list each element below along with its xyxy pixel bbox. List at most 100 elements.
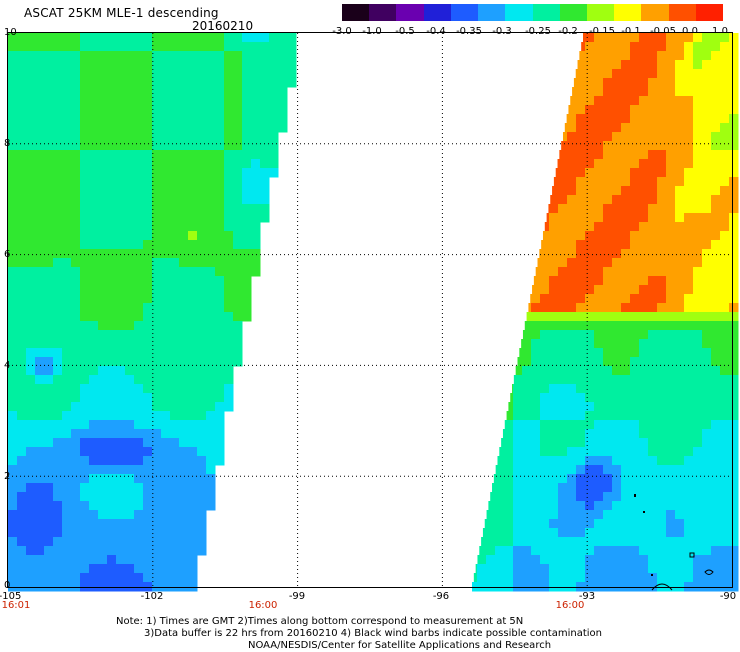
wind-cell — [576, 510, 586, 520]
wind-cell — [161, 546, 171, 556]
wind-cell — [729, 294, 739, 304]
wind-cell — [585, 429, 595, 439]
wind-cell — [666, 114, 676, 124]
wind-cell — [567, 555, 577, 565]
wind-cell — [71, 186, 81, 196]
wind-cell — [639, 123, 649, 133]
wind-cell — [729, 555, 739, 565]
wind-cell — [116, 501, 126, 511]
wind-cell — [531, 375, 541, 385]
wind-cell — [585, 447, 595, 457]
wind-cell — [639, 186, 649, 196]
wind-cell — [567, 465, 577, 475]
wind-cell — [570, 96, 580, 106]
wind-cell — [134, 321, 144, 331]
wind-cell — [17, 573, 27, 583]
wind-cell — [161, 438, 171, 448]
wind-cell — [116, 294, 126, 304]
wind-cell — [729, 528, 739, 538]
wind-cell — [639, 321, 649, 331]
wind-cell — [594, 78, 604, 88]
wind-cell — [711, 267, 721, 277]
wind-cell — [576, 141, 586, 151]
wind-cell — [251, 78, 261, 88]
wind-cell — [44, 438, 54, 448]
wind-cell — [80, 402, 90, 412]
wind-cell — [522, 438, 532, 448]
wind-cell — [215, 96, 225, 106]
wind-cell — [567, 222, 577, 232]
wind-cell — [134, 60, 144, 70]
wind-cell — [62, 456, 72, 466]
wind-cell — [648, 87, 658, 97]
wind-cell — [260, 87, 270, 97]
wind-cell — [612, 303, 622, 313]
wind-cell — [585, 546, 595, 556]
wind-cell — [702, 456, 712, 466]
wind-cell — [197, 267, 207, 277]
wind-cell — [603, 519, 613, 529]
wind-cell — [80, 384, 90, 394]
wind-cell — [134, 141, 144, 151]
wind-cell — [702, 249, 712, 259]
wind-cell — [179, 510, 189, 520]
wind-cell — [558, 537, 568, 547]
wind-cell — [693, 474, 703, 484]
wind-cell — [8, 582, 18, 592]
wind-cell — [684, 231, 694, 241]
wind-cell — [630, 186, 640, 196]
wind-cell — [729, 384, 739, 394]
wind-cell — [197, 150, 207, 160]
wind-cell — [188, 573, 198, 583]
wind-cell — [251, 222, 261, 232]
contamination-barb — [643, 511, 645, 513]
wind-cell — [161, 294, 171, 304]
wind-cell — [26, 366, 36, 376]
wind-cell — [107, 519, 117, 529]
wind-cell — [603, 132, 613, 142]
wind-cell — [729, 150, 739, 160]
wind-cell — [711, 96, 721, 106]
wind-cell — [17, 240, 27, 250]
wind-cell — [179, 186, 189, 196]
wind-cell — [558, 276, 568, 286]
wind-cell — [603, 321, 613, 331]
wind-cell — [53, 78, 63, 88]
wind-cell — [197, 510, 207, 520]
wind-cell — [648, 69, 658, 79]
wind-cell — [531, 384, 541, 394]
wind-cell — [152, 564, 162, 574]
wind-cell — [35, 105, 45, 115]
wind-cell — [639, 546, 649, 556]
wind-cell — [161, 528, 171, 538]
wind-cell — [125, 132, 135, 142]
wind-cell — [8, 402, 18, 412]
wind-cell — [125, 501, 135, 511]
wind-cell — [116, 141, 126, 151]
wind-cell — [98, 537, 108, 547]
wind-cell — [62, 375, 72, 385]
wind-cell — [35, 510, 45, 520]
coastline-segment — [704, 569, 714, 575]
wind-cell — [657, 105, 667, 115]
wind-cell — [44, 150, 54, 160]
wind-cell — [729, 60, 739, 70]
wind-cell — [89, 510, 99, 520]
wind-cell — [531, 492, 541, 502]
wind-cell — [125, 375, 135, 385]
wind-cell — [179, 501, 189, 511]
wind-cell — [224, 132, 234, 142]
wind-cell — [170, 483, 180, 493]
wind-cell — [8, 123, 18, 133]
wind-cell — [684, 393, 694, 403]
wind-cell — [71, 429, 81, 439]
wind-cell — [594, 555, 604, 565]
wind-cell — [603, 555, 613, 565]
wind-cell — [558, 213, 568, 223]
wind-cell — [603, 564, 613, 574]
wind-cell — [26, 132, 36, 142]
wind-cell — [161, 231, 171, 241]
wind-cell — [143, 258, 153, 268]
wind-cell — [684, 339, 694, 349]
wind-cell — [62, 114, 72, 124]
